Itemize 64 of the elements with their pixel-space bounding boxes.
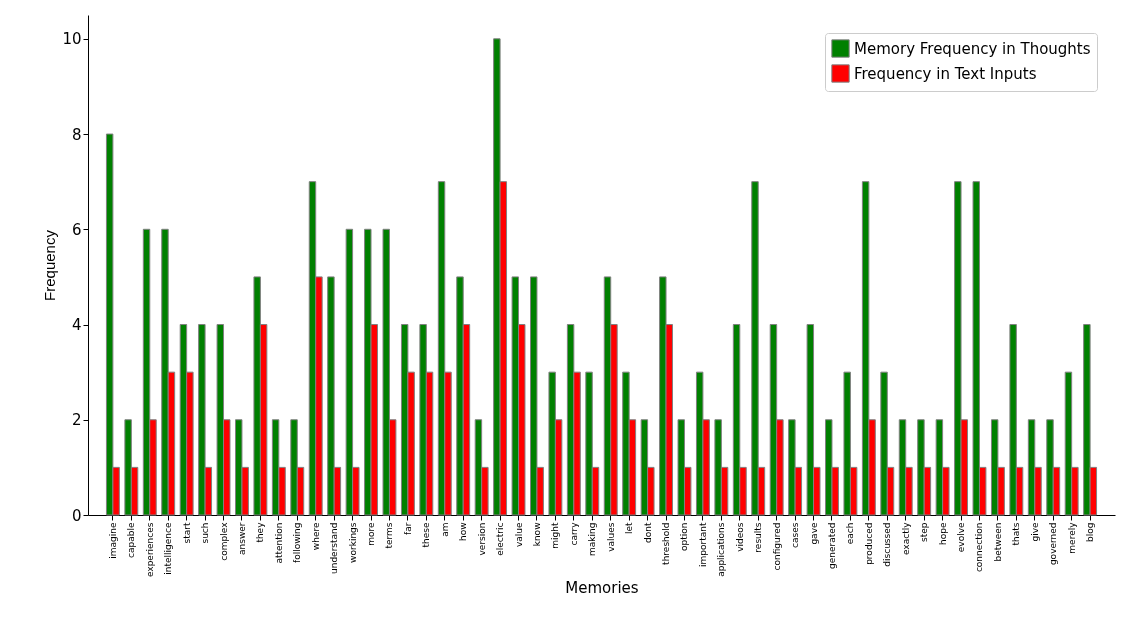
x-tick-label: important <box>697 522 708 567</box>
y-tick-label: 2 <box>71 411 82 430</box>
x-tick-label: where <box>310 522 321 551</box>
x-tick-label: discussed <box>882 522 893 567</box>
x-tick-label: start <box>181 522 192 544</box>
x-tick-label: far <box>402 522 413 535</box>
y-tick-label: 0 <box>71 506 82 525</box>
x-tick-label: option <box>679 522 690 551</box>
x-tick-label: applications <box>716 522 727 577</box>
x-tick-label: threshold <box>661 522 672 565</box>
x-tick-label: carry <box>568 521 579 546</box>
x-tick-label: step <box>919 522 930 542</box>
x-tick-label: evolve <box>956 522 967 553</box>
x-tick-label: values <box>605 522 616 552</box>
x-tick-label: these <box>421 522 432 548</box>
legend-label: Frequency in Text Inputs <box>854 64 1037 83</box>
x-tick-label: understand <box>329 522 340 575</box>
x-tick-label: answer <box>236 522 247 556</box>
x-tick-label: electric <box>495 522 506 556</box>
x-tick-label: such <box>200 522 211 544</box>
x-tick-label: am <box>439 522 450 537</box>
x-tick-label: give <box>1029 522 1040 542</box>
x-tick-label: cases <box>790 522 801 548</box>
x-tick-label: experiences <box>144 522 155 578</box>
y-tick-label: 8 <box>71 125 82 144</box>
x-tick-label: how <box>458 522 469 542</box>
x-tick-label: dont <box>642 522 653 543</box>
x-tick-label: value <box>513 522 524 548</box>
x-tick-label: workings <box>347 522 358 563</box>
x-tick-label: they <box>255 521 266 543</box>
x-tick-label: following <box>292 522 303 563</box>
y-axis-title: Frequency <box>41 229 59 301</box>
x-tick-label: each <box>845 522 856 545</box>
x-tick-label: gave <box>808 522 819 545</box>
y-tick-label: 4 <box>71 316 82 335</box>
x-axis-title: Memories <box>565 579 639 598</box>
x-tick-label: connection <box>974 522 985 573</box>
x-tick-label: exactly <box>900 521 911 556</box>
x-tick-label: might <box>550 522 561 549</box>
x-tick-label: videos <box>734 522 745 552</box>
x-tick-label: making <box>587 522 598 556</box>
y-tick-label: 10 <box>62 30 82 49</box>
x-tick-label: between <box>992 522 1003 562</box>
x-tick-label: governed <box>1048 522 1059 566</box>
x-tick-label: blog <box>1085 522 1096 542</box>
x-tick-label: thats <box>1011 522 1022 546</box>
x-tick-label: produced <box>863 522 874 565</box>
x-tick-label: configured <box>771 522 782 571</box>
x-tick-label: complex <box>218 521 229 561</box>
x-tick-label: let <box>624 522 635 535</box>
x-tick-label: imagine <box>107 522 118 559</box>
legend-label: Memory Frequency in Thoughts <box>854 39 1091 58</box>
x-tick-label: more <box>366 522 377 546</box>
x-tick-label: version <box>476 522 487 556</box>
x-tick-label: capable <box>126 522 137 558</box>
x-tick-label: terms <box>384 522 395 549</box>
x-tick-label: generated <box>826 522 837 569</box>
x-tick-label: merely <box>1066 521 1077 554</box>
x-tick-label: attention <box>273 522 284 564</box>
x-tick-label: know <box>531 522 542 547</box>
y-tick-label: 6 <box>71 220 82 239</box>
x-tick-label: intelligence <box>163 522 174 575</box>
x-tick-label: results <box>753 522 764 553</box>
x-tick-label: hope <box>937 522 948 545</box>
